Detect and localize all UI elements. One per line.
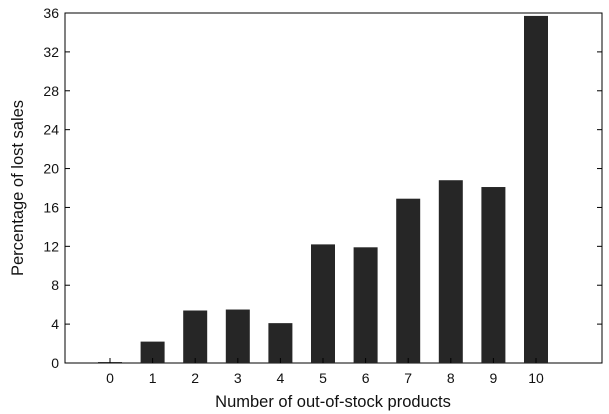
bar	[396, 198, 421, 363]
x-tick-label: 0	[106, 370, 114, 386]
x-axis-label: Number of out-of-stock products	[215, 393, 451, 411]
y-axis: 0 4 8 12 16 20 24 28 32 36	[43, 5, 70, 371]
x-tick-label: 7	[404, 370, 412, 386]
bar	[353, 247, 378, 363]
bar	[311, 244, 335, 363]
x-tick-label: 1	[149, 370, 157, 386]
y-tick-label: 0	[51, 355, 59, 371]
y-tick-label: 20	[43, 161, 59, 177]
x-tick-label: 3	[234, 370, 242, 386]
y-tick-label: 28	[43, 83, 59, 99]
bar	[481, 187, 506, 363]
x-tick-label: 9	[490, 370, 498, 386]
bars	[98, 15, 548, 364]
y-tick-label: 12	[43, 238, 59, 254]
bar	[225, 309, 250, 363]
y-axis-right-ticks	[597, 12, 602, 364]
bar	[183, 310, 208, 363]
x-axis: 0 1 2 3 4 5 6 7 8 9 10	[106, 358, 544, 386]
bar	[438, 180, 463, 363]
y-tick-label: 36	[43, 5, 59, 21]
x-tick-label: 2	[191, 370, 199, 386]
bar	[268, 323, 293, 363]
y-tick-label: 32	[43, 44, 59, 60]
x-tick-label: 4	[277, 370, 285, 386]
y-tick-label: 8	[51, 277, 59, 293]
y-axis-label: Percentage of lost sales	[9, 100, 27, 276]
x-tick-label: 10	[528, 370, 544, 386]
x-tick-label: 8	[447, 370, 455, 386]
y-tick-label: 16	[43, 199, 59, 215]
x-tick-label: 6	[362, 370, 370, 386]
y-tick-label: 4	[51, 316, 59, 332]
x-tick-label: 5	[319, 370, 327, 386]
y-tick-label: 24	[43, 122, 59, 138]
bar	[140, 341, 165, 363]
bar	[524, 15, 548, 364]
